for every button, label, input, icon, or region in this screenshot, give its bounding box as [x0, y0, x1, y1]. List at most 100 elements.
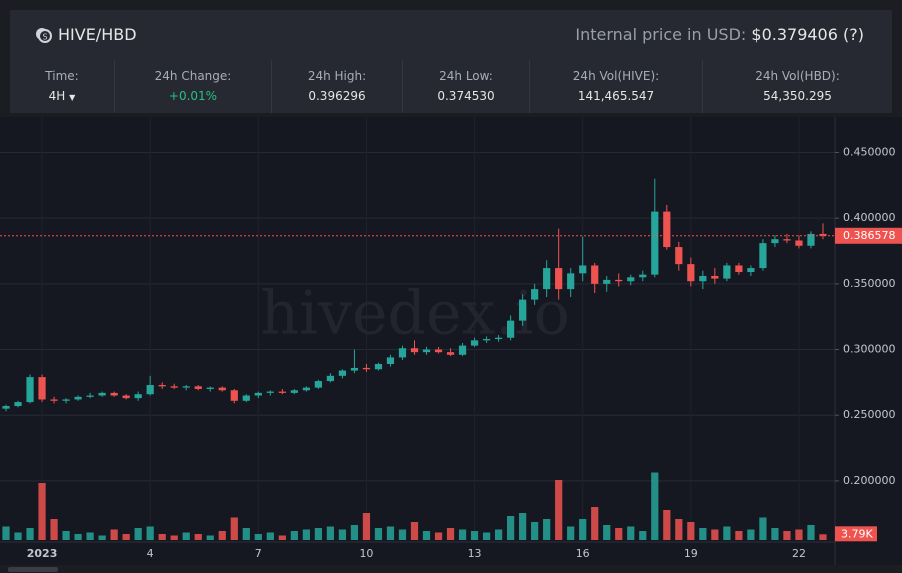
volume-bar [110, 529, 118, 540]
candle-body [278, 391, 286, 393]
volume-bar [62, 531, 70, 540]
candle-body [735, 265, 743, 273]
stat: 24h Change: +0.01% [115, 60, 272, 113]
volume-bar [218, 531, 226, 540]
candle-body [230, 390, 238, 401]
volume-bar [170, 535, 178, 540]
candle-body [398, 348, 407, 358]
volume-bar [615, 528, 623, 540]
candle-body [579, 265, 587, 274]
volume-bar [350, 525, 359, 540]
volume-bar [687, 522, 695, 540]
candle-body [711, 275, 719, 279]
candle-body [494, 337, 503, 340]
volume-bar [266, 532, 274, 540]
volume-bar [362, 513, 371, 540]
candle-body [759, 243, 767, 269]
candle-body [302, 387, 310, 391]
volume-bar [591, 507, 599, 540]
volume-bar [507, 516, 515, 540]
volume-bar [194, 534, 202, 540]
y-tick-label: 0.250000 [843, 408, 896, 421]
stat-value: 54,350.295 [763, 89, 832, 103]
stat-label: Time: [45, 69, 79, 83]
stat-value: 141,465.547 [577, 89, 655, 103]
volume-bar [38, 483, 46, 540]
volume-bar [675, 519, 683, 540]
volume-bar [134, 528, 142, 540]
candle-body [26, 377, 34, 403]
volume-bar [398, 529, 407, 540]
price-tag-label: 0.386578 [843, 229, 896, 242]
candle-body [14, 402, 22, 407]
candle-body [410, 348, 419, 353]
candle-body [206, 387, 214, 389]
candle-body [134, 394, 142, 399]
volume-bar [338, 529, 347, 540]
candle-body [651, 211, 659, 275]
y-tick-label: 0.400000 [843, 211, 896, 224]
watermark: hivedex.io [260, 279, 569, 349]
internal-price: Internal price in USD: $0.379406 (?) [575, 25, 864, 44]
volume-tag [835, 526, 877, 542]
volume-bar [326, 526, 334, 540]
volume-bar [807, 525, 815, 540]
volume-bar [242, 528, 250, 540]
volume-bar [302, 529, 310, 540]
stat-value: 4H ▼ [48, 89, 76, 103]
volume-bar [747, 529, 755, 540]
volume-bar [795, 529, 803, 540]
volume-bar [723, 526, 731, 540]
price-tag [835, 227, 902, 244]
x-tick-label: 22 [792, 547, 806, 560]
candle-body [723, 265, 731, 279]
x-tick-label: 2023 [27, 547, 58, 560]
candle-body [254, 392, 262, 396]
candle-body [290, 390, 298, 393]
candle-body [627, 277, 635, 282]
candle-body [615, 279, 623, 282]
candle-body [338, 370, 347, 376]
candle-body [110, 392, 118, 396]
volume-bar [711, 529, 719, 540]
candle-body [446, 352, 455, 355]
candle-body [350, 367, 359, 371]
candle-body [675, 247, 683, 265]
volume-bar [819, 534, 827, 540]
y-tick-label: 0.350000 [843, 277, 896, 290]
volume-bar [663, 510, 671, 540]
volume-bar [182, 532, 190, 540]
volume-bar [434, 532, 443, 540]
candle-body [422, 349, 431, 353]
help[interactable]: (?) [843, 25, 864, 44]
candle-body [482, 339, 491, 341]
x-tick-label: 16 [576, 547, 590, 560]
stat-label: 24h High: [307, 69, 367, 83]
volume-bar [290, 531, 298, 540]
volume-bar [446, 528, 455, 540]
stat-label: 24h Change: [154, 69, 232, 83]
svg-text:S: S [42, 33, 47, 42]
candle-body [2, 406, 10, 409]
y-tick-label: 0.300000 [843, 343, 896, 356]
candle-body [194, 386, 202, 389]
candle-body [807, 233, 815, 246]
candle-body [771, 239, 779, 244]
stat-value: 0.374530 [437, 89, 495, 103]
candle-body [555, 268, 563, 290]
candle-body [74, 396, 82, 400]
candle-body [86, 395, 94, 397]
volume-bar [555, 480, 563, 540]
volume-bar [771, 528, 779, 540]
candle-body [819, 233, 827, 236]
candle-body [50, 399, 58, 401]
candle-body [158, 385, 166, 387]
volume-bar [470, 531, 479, 540]
stat[interactable]: Time: 4H ▼ [10, 60, 115, 113]
candle-body [218, 387, 226, 391]
candle-body [795, 240, 803, 246]
x-tick-label: 4 [147, 547, 154, 560]
candle-body [434, 349, 443, 353]
